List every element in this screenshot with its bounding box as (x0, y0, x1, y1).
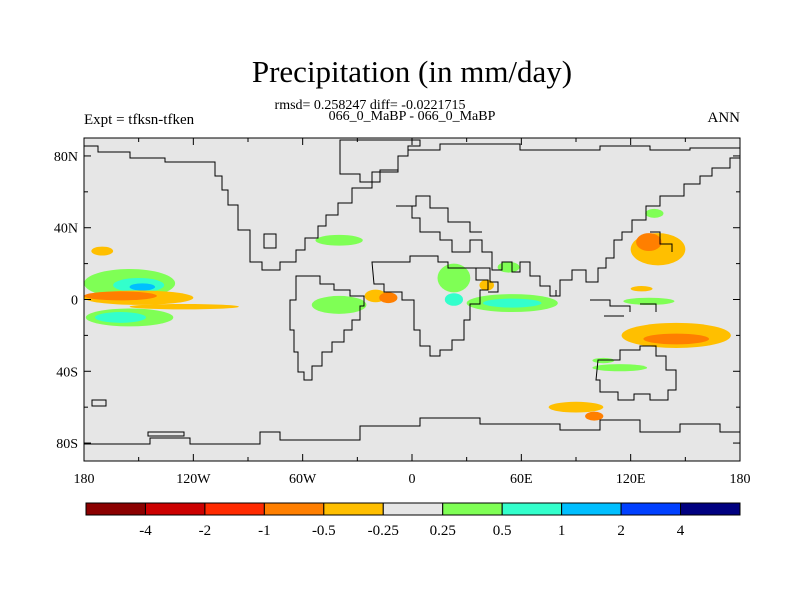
x-tick-label-4: 60E (510, 472, 533, 487)
left-label: Expt = tfksn-tfken (84, 112, 195, 128)
colorbar-label-1: -2 (199, 523, 212, 539)
colorbar-swatch-4 (323, 502, 384, 516)
anomaly-region-18 (479, 279, 495, 291)
anomaly-region-16 (483, 298, 542, 308)
anomaly-region-4 (94, 312, 146, 323)
coast-south-america (289, 275, 365, 381)
colorbar-swatch-8 (561, 502, 622, 516)
coast-australia (595, 345, 677, 401)
x-tick-label-5: 120E (616, 472, 646, 487)
axes: 180 120W 60W 0 60E 120E 180 80N 40N 0 40S 80S (54, 138, 751, 487)
colorbar-swatch-7 (501, 502, 563, 516)
coast-africa (371, 255, 489, 357)
anomaly-region-29 (592, 357, 615, 364)
y-tick-label-2: 0 (71, 294, 78, 309)
anomaly-region-9 (315, 234, 363, 246)
coast-indonesia (590, 299, 657, 317)
coast-arabia (476, 267, 499, 293)
coast-island-3 (263, 233, 277, 249)
colorbar-label-3: -0.5 (312, 523, 336, 539)
anomaly-region-23 (623, 297, 675, 305)
anomaly-contours (84, 208, 731, 421)
colorbar-swatch-10 (680, 502, 741, 516)
right-label: ANN (708, 110, 741, 126)
coast-north-america (84, 145, 409, 271)
anomaly-region-20 (636, 233, 662, 252)
y-tick-label-3: 40S (56, 365, 78, 380)
coast-island-1 (91, 399, 107, 407)
x-tick-label-3: 0 (409, 472, 416, 487)
y-tick-label-4: 80S (56, 437, 78, 452)
case-line: 066_0_MaBP - 066_0_MaBP (329, 109, 496, 124)
anomaly-region-2 (129, 283, 156, 291)
colorbar-label-5: 0.25 (430, 523, 456, 539)
coastlines (84, 139, 740, 445)
colorbar-swatch-9 (620, 502, 682, 516)
anomaly-region-8 (91, 246, 114, 256)
anomaly-region-17 (497, 261, 520, 273)
colorbar-swatch-5 (382, 502, 444, 516)
coast-island-2 (147, 431, 185, 437)
coast-eurasia (408, 143, 740, 297)
x-tick-label-1: 120W (176, 472, 211, 487)
x-tick-label-0: 180 (74, 472, 95, 487)
coast-japan (650, 231, 673, 252)
colorbar-label-9: 4 (677, 523, 685, 539)
colorbar-label-7: 1 (558, 523, 566, 539)
anomaly-region-28 (592, 364, 648, 372)
colorbar-label-4: -0.25 (368, 523, 399, 539)
colorbar-swatch-6 (442, 502, 503, 516)
x-tick-label-6: 180 (730, 472, 751, 487)
coast-greenland (339, 139, 421, 183)
colorbar-swatch-0 (85, 502, 146, 516)
stats-line: rmsd= 0.258247 diff= -0.0221715 (275, 98, 466, 113)
anomaly-region-13 (437, 263, 471, 293)
colorbar-label-8: 2 (617, 523, 625, 539)
anomaly-region-27 (585, 411, 604, 421)
anomaly-region-22 (643, 333, 710, 345)
coast-antarctica (84, 417, 740, 445)
y-tick-label-0: 80N (54, 150, 78, 165)
anomaly-region-10 (311, 295, 367, 314)
colorbar-label-2: -1 (258, 523, 271, 539)
anomaly-region-7 (129, 303, 239, 310)
chart-title: Precipitation (in mm/day) (252, 54, 572, 89)
anomaly-region-12 (379, 292, 398, 304)
colorbar: -4 -2 -1 -0.5 -0.25 0.25 0.5 1 2 4 (85, 502, 741, 539)
colorbar-swatch-2 (204, 502, 265, 516)
colorbar-swatch-3 (263, 502, 325, 516)
colorbar-label-6: 0.5 (493, 523, 512, 539)
coast-mediterranean (396, 195, 482, 233)
anomaly-region-6 (84, 291, 157, 301)
anomaly-region-26 (548, 401, 604, 413)
coast-india (540, 285, 557, 297)
anomaly-region-14 (444, 293, 464, 306)
y-tick-label-1: 40N (54, 222, 78, 237)
x-tick-label-2: 60W (289, 472, 317, 487)
colorbar-swatch-1 (144, 502, 206, 516)
anomaly-region-24 (630, 286, 653, 292)
anomaly-region-25 (645, 208, 664, 218)
colorbar-label-0: -4 (139, 523, 152, 539)
